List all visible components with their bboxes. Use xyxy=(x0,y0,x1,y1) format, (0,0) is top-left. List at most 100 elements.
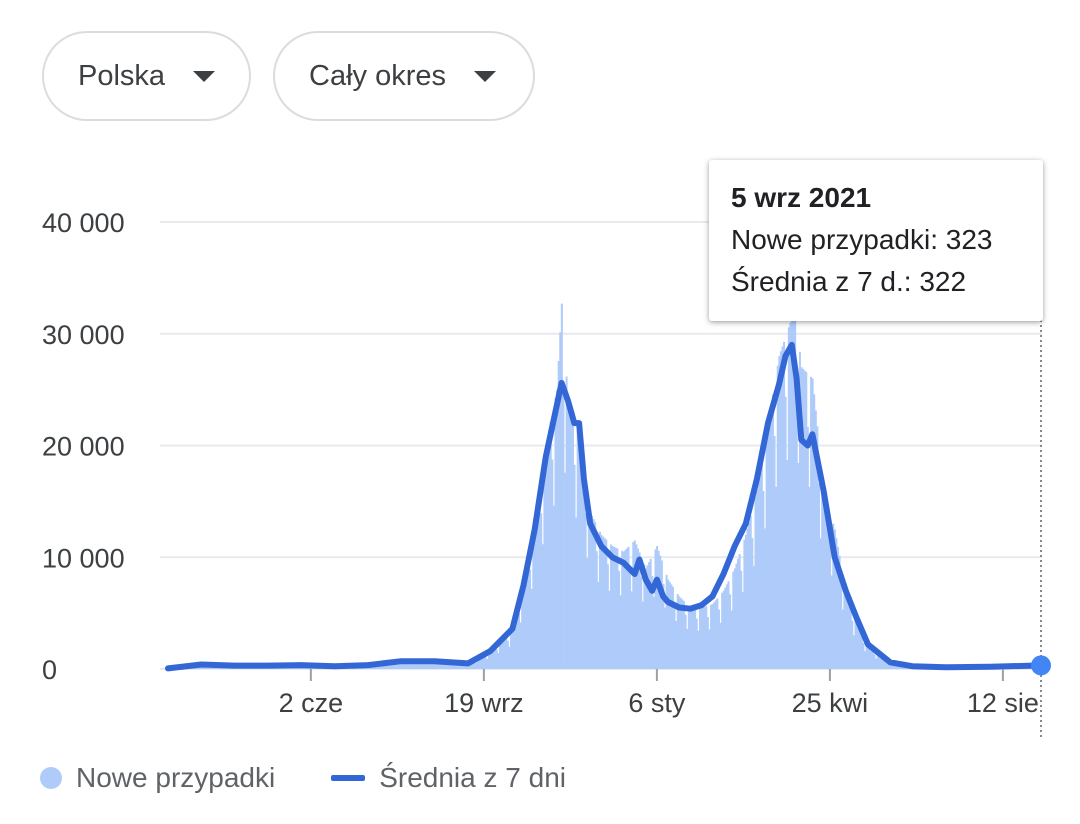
bar xyxy=(884,660,887,669)
bar xyxy=(764,528,767,669)
bar xyxy=(394,662,397,669)
bar xyxy=(632,542,635,669)
bar xyxy=(513,622,516,669)
bar xyxy=(497,653,500,669)
bar xyxy=(870,648,873,669)
bar xyxy=(625,548,628,669)
bar xyxy=(524,571,527,669)
tooltip-new-cases-label: Nowe przypadki: xyxy=(731,224,938,255)
legend-line-swatch xyxy=(331,775,366,781)
bar xyxy=(459,662,462,669)
bar xyxy=(713,602,716,669)
bar xyxy=(743,539,746,669)
bar xyxy=(583,467,586,669)
bar xyxy=(616,548,619,669)
region-dropdown[interactable]: Polska xyxy=(42,31,251,121)
x-tick-label: 6 sty xyxy=(628,688,686,718)
bar xyxy=(476,658,479,669)
bar xyxy=(813,394,816,669)
bar xyxy=(838,555,841,669)
bar xyxy=(406,662,409,669)
bar xyxy=(779,351,782,669)
bar xyxy=(716,598,719,669)
bar xyxy=(860,633,863,669)
bar xyxy=(537,501,540,669)
bar xyxy=(773,435,776,669)
bar xyxy=(698,607,701,669)
bar xyxy=(494,646,497,669)
bar xyxy=(748,522,751,669)
bar xyxy=(398,661,401,669)
bar xyxy=(471,660,474,669)
bar xyxy=(670,584,673,669)
bar-series xyxy=(167,275,1043,669)
bar xyxy=(414,661,417,669)
bar xyxy=(578,434,581,669)
bar xyxy=(594,522,597,669)
bar xyxy=(435,661,438,669)
hover-marker[interactable] xyxy=(1031,655,1051,676)
bar xyxy=(576,429,579,669)
bar xyxy=(475,662,478,669)
tooltip-average-label: Średnia z 7 d.: xyxy=(731,266,912,297)
bar xyxy=(833,529,836,669)
x-tick-label: 19 wrz xyxy=(444,688,524,718)
bar xyxy=(641,601,644,669)
bar xyxy=(425,661,428,669)
bar xyxy=(486,659,489,669)
bar xyxy=(568,405,571,669)
bar xyxy=(549,421,552,669)
bar xyxy=(483,654,486,669)
bar xyxy=(827,506,830,669)
bar xyxy=(619,595,622,669)
bar xyxy=(740,570,743,669)
bar xyxy=(538,490,541,669)
bar xyxy=(491,649,493,669)
bar xyxy=(481,655,484,669)
bar xyxy=(533,523,536,669)
bar xyxy=(648,562,651,669)
cases-chart[interactable]: 0 10 000 20 000 30 000 40 000 2 cze 19 wrz 6 s… xyxy=(0,0,1080,760)
bar xyxy=(800,367,803,669)
bar xyxy=(787,327,790,669)
period-dropdown-label: Cały okres xyxy=(309,59,446,92)
bar xyxy=(832,523,835,669)
bar xyxy=(665,574,668,669)
bar xyxy=(197,666,200,669)
bar xyxy=(768,413,771,669)
bar xyxy=(556,389,559,669)
bar xyxy=(867,646,870,669)
bar xyxy=(814,410,817,669)
bar xyxy=(424,661,427,669)
bar xyxy=(865,643,868,669)
bar xyxy=(521,586,524,669)
bar xyxy=(551,459,554,669)
bar xyxy=(789,322,792,669)
bar xyxy=(492,648,495,669)
bar xyxy=(724,587,727,669)
bar xyxy=(746,528,749,669)
bar xyxy=(397,664,400,669)
bar xyxy=(532,531,535,669)
bar xyxy=(651,576,654,669)
bar xyxy=(627,546,630,669)
bar xyxy=(621,550,624,669)
period-dropdown[interactable]: Cały okres xyxy=(273,31,535,121)
bar xyxy=(608,590,611,669)
bar xyxy=(835,538,838,669)
bar xyxy=(595,551,598,669)
bar xyxy=(735,563,738,669)
bar xyxy=(454,662,457,669)
bar xyxy=(697,630,700,669)
bar xyxy=(662,583,665,669)
bar xyxy=(451,663,454,669)
bar xyxy=(419,664,422,669)
bar xyxy=(881,656,884,669)
bar xyxy=(808,486,811,669)
bar xyxy=(452,664,455,669)
bar xyxy=(484,656,487,669)
bar xyxy=(730,610,733,669)
bar xyxy=(573,464,576,669)
bar xyxy=(489,651,492,669)
bar xyxy=(786,460,789,669)
